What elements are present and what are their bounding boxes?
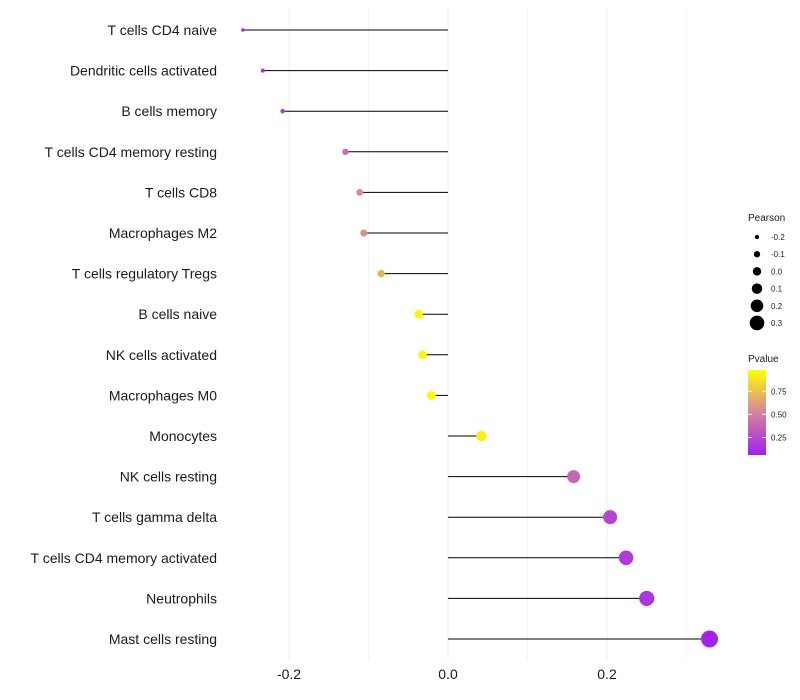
category-label: T cells CD4 memory activated (31, 550, 217, 566)
category-label: NK cells activated (106, 347, 217, 363)
pearson-legend-dot (750, 299, 764, 313)
legend: Pearson -0.2 -0.1 0.0 0.1 0.2 0.3 Pvalue 0.75… (748, 213, 787, 455)
pearson-legend-dot (752, 267, 762, 276)
lollipop-dot (426, 390, 436, 400)
x-axis-tick-labels: -0.2 0.0 0.2 (277, 666, 617, 682)
lollipop-dot (356, 188, 364, 196)
x-tick-label: -0.2 (277, 666, 301, 682)
category-label: T cells CD4 naive (108, 22, 218, 38)
lollipop-dot (414, 309, 423, 319)
lollipop-stems (242, 29, 710, 640)
category-label: NK cells resting (120, 469, 217, 485)
category-label: B cells naive (138, 306, 217, 322)
lollipop-dot (618, 550, 634, 566)
x-tick-label: 0.2 (597, 666, 617, 682)
pearson-legend-label: 0.0 (771, 267, 783, 276)
lollipop-dot (377, 269, 385, 278)
category-label: T cells regulatory Tregs (72, 266, 217, 282)
pearson-legend-dot (753, 251, 761, 258)
category-label: Macrophages M0 (109, 387, 217, 403)
lollipop-dot (567, 470, 581, 484)
pvalue-colorbar-ticks: 0.75 0.50 0.25 (748, 387, 787, 442)
lollipop-dot (701, 630, 719, 648)
category-label: Dendritic cells activated (70, 63, 217, 79)
category-label: Monocytes (149, 428, 217, 444)
lollipop-dot (342, 148, 349, 156)
colorbar-tick-label: 0.50 (771, 410, 787, 419)
lollipop-dot (360, 229, 368, 237)
category-label: T cells CD4 memory resting (45, 144, 217, 160)
pvalue-legend-title: Pvalue (748, 354, 779, 365)
grid-lines (288, 8, 687, 660)
pearson-legend-label: -0.2 (771, 233, 785, 242)
category-label: Macrophages M2 (109, 225, 217, 241)
colorbar-tick-label: 0.75 (771, 387, 787, 396)
lollipop-dot (260, 68, 265, 73)
pearson-legend-items: -0.2 -0.1 0.0 0.1 0.2 0.3 (749, 233, 785, 331)
category-label: T cells gamma delta (92, 509, 217, 525)
x-tick-label: 0.0 (438, 666, 458, 682)
pearson-legend-title: Pearson (748, 213, 785, 224)
pearson-legend-dot (751, 283, 763, 294)
pearson-legend-dot (749, 315, 765, 331)
lollipop-dot (418, 350, 427, 360)
lollipop-dot (280, 108, 285, 114)
category-label: Neutrophils (146, 590, 217, 606)
pearson-legend-dot (754, 234, 760, 240)
pearson-legend-label: -0.1 (771, 250, 785, 259)
lollipop-dot (241, 28, 245, 32)
pearson-legend-label: 0.2 (771, 302, 783, 311)
category-label: B cells memory (121, 103, 217, 119)
category-label: Mast cells resting (109, 631, 217, 647)
pvalue-colorbar (748, 370, 766, 455)
pearson-legend-label: 0.3 (771, 319, 783, 328)
lollipop-dot (603, 510, 618, 525)
lollipop-dots (241, 28, 719, 648)
pearson-legend-label: 0.1 (771, 285, 783, 294)
lollipop-dot (639, 590, 655, 606)
y-axis-category-labels: T cells CD4 naive Dendritic cells activat… (31, 22, 218, 647)
category-label: T cells CD8 (145, 184, 217, 200)
lollipop-dot (476, 430, 487, 442)
colorbar-tick-label: 0.25 (771, 433, 787, 442)
